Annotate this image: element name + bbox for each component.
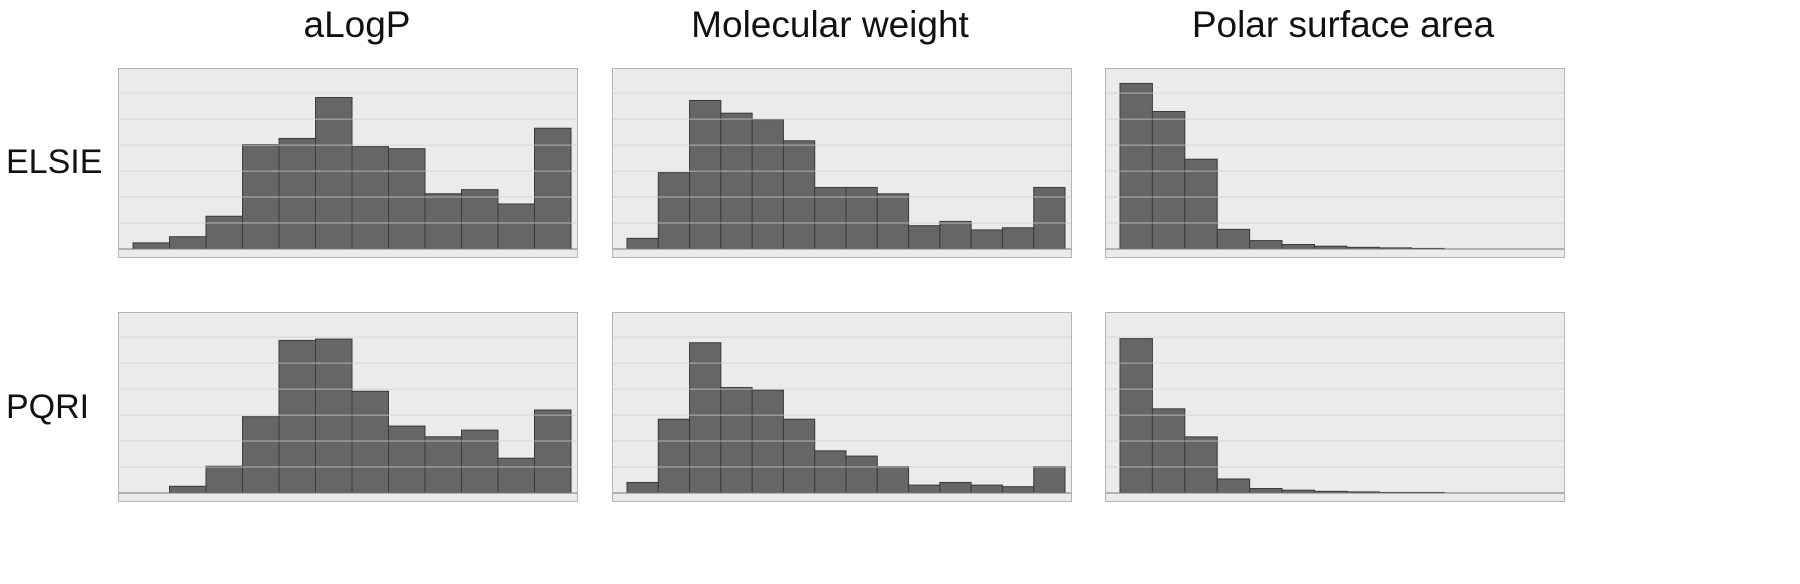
histogram-bar (720, 112, 753, 250)
histogram-svg (1106, 336, 1564, 494)
histogram-bar (1281, 244, 1315, 250)
histogram-bar (351, 390, 389, 494)
histogram-bar (657, 172, 691, 250)
col-title-polar-surface-area: Polar surface area (1191, 4, 1495, 45)
histogram-bar (1119, 338, 1153, 494)
histogram-bar (1249, 488, 1283, 494)
row-label-elsie: ELSIE (6, 143, 103, 181)
histogram-bar (169, 236, 207, 250)
histogram-pqri-polar-surface-area (1105, 312, 1565, 502)
histogram-pqri-alogp (118, 312, 578, 502)
histogram-bar (689, 99, 722, 250)
histogram-bar (908, 225, 941, 250)
col-title-alogp: aLogP (303, 4, 411, 45)
histogram-bar (626, 481, 659, 494)
histogram-bar (845, 455, 878, 494)
histogram-bar (1184, 436, 1218, 494)
histogram-bar (1119, 82, 1153, 250)
histogram-svg (613, 336, 1071, 494)
histogram-bar (1184, 158, 1218, 250)
histogram-bar (970, 229, 1003, 250)
histogram-bar (1001, 486, 1035, 494)
row-label-pqri: PQRI (6, 388, 90, 426)
histogram-svg (119, 336, 577, 494)
histogram-bar (782, 140, 816, 250)
histogram-bar (351, 146, 389, 250)
histogram-bar (1033, 466, 1066, 494)
histogram-bar (205, 215, 243, 250)
histogram-bar (845, 186, 878, 250)
histogram-bar (424, 193, 462, 250)
histogram-bar (1216, 478, 1251, 494)
histogram-bar (814, 450, 847, 494)
histogram-elsie-alogp (118, 68, 578, 258)
histogram-bar (169, 485, 207, 494)
histogram-bar (278, 339, 316, 494)
histogram-bar (278, 137, 316, 250)
histogram-bar (534, 409, 572, 494)
histogram-bar (751, 119, 784, 250)
histogram-bar (1151, 110, 1186, 250)
histogram-elsie-polar-surface-area (1105, 68, 1565, 258)
histogram-bar (388, 148, 426, 250)
histogram-svg (613, 92, 1071, 250)
histogram-bar (1033, 186, 1066, 250)
histogram-bar (497, 457, 535, 494)
histogram-elsie-molecular-weight (612, 68, 1072, 258)
histogram-bar (720, 387, 753, 494)
histogram-bar (424, 436, 462, 494)
histogram-bar (626, 237, 659, 250)
histogram-bar (939, 481, 972, 494)
histogram-bar (782, 418, 816, 494)
histogram-bar (315, 338, 353, 494)
histogram-bar (461, 429, 499, 494)
histogram-bar (205, 465, 243, 494)
col-title-molecular-weight: Molecular weight (691, 4, 969, 45)
histogram-bar (908, 484, 941, 494)
histogram-bar (970, 484, 1003, 494)
histogram-bar (242, 416, 280, 494)
histogram-bar (497, 203, 535, 250)
histogram-bar (814, 186, 847, 250)
histogram-bar (876, 193, 910, 250)
histogram-bar (388, 425, 426, 494)
histogram-bar (461, 189, 499, 250)
histogram-svg (119, 92, 577, 250)
histogram-bar (1001, 227, 1035, 250)
histogram-bar (1216, 228, 1251, 250)
histogram-bar (534, 127, 572, 250)
histogram-bar (939, 220, 972, 250)
histogram-bar (689, 342, 722, 494)
histogram-bar (876, 466, 910, 494)
histogram-svg (1106, 82, 1564, 250)
histogram-pqri-molecular-weight (612, 312, 1072, 502)
histogram-bar (657, 418, 691, 494)
histogram-bar (132, 242, 170, 250)
histogram-bar (1151, 408, 1186, 494)
histogram-bar (1249, 240, 1283, 250)
histogram-bar (751, 389, 784, 494)
histogram-bar (315, 97, 353, 250)
